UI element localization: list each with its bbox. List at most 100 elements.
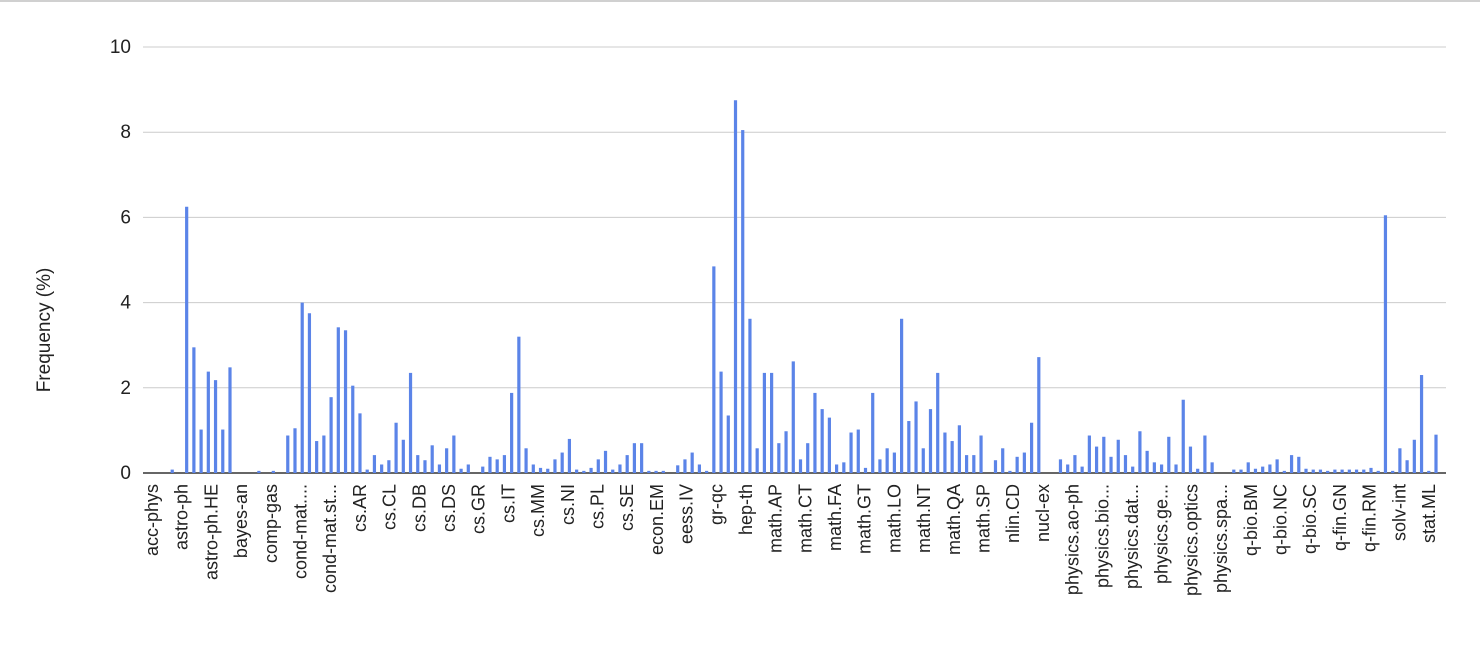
bar <box>1412 439 1416 473</box>
x-tick-label: bayes-an <box>231 484 251 558</box>
x-tick-label: q-fin.RM <box>1360 484 1380 552</box>
x-tick-label: q-bio.BM <box>1241 484 1261 556</box>
bar <box>950 441 954 473</box>
bar <box>322 435 326 473</box>
bar <box>777 443 781 473</box>
bar <box>1253 468 1258 473</box>
bar <box>567 438 572 473</box>
bar <box>401 439 405 473</box>
x-tick-label: cs.MM <box>528 484 548 537</box>
bar <box>1289 455 1294 473</box>
bar <box>1203 435 1207 473</box>
x-tick-label: solv-int <box>1389 484 1409 541</box>
x-tick-label: econ.EM <box>647 484 667 555</box>
bar <box>1268 464 1272 473</box>
bar <box>972 455 976 473</box>
bar <box>1347 469 1351 473</box>
bar <box>502 455 507 473</box>
bar <box>1419 375 1424 473</box>
x-tick-label: cs.DB <box>409 484 429 532</box>
x-tick-label: physics.dat... <box>1122 484 1142 589</box>
bar <box>1376 470 1380 473</box>
bars <box>170 100 1438 473</box>
y-tick-label: 6 <box>120 207 131 228</box>
x-tick-label: math.QA <box>944 484 964 555</box>
bar <box>863 467 868 473</box>
bar <box>459 468 463 473</box>
bar <box>343 330 348 473</box>
x-tick-label: q-bio.NC <box>1271 484 1291 555</box>
bar <box>1123 455 1128 473</box>
bar <box>336 327 340 473</box>
bar <box>820 409 824 473</box>
bar <box>1181 399 1185 473</box>
bar <box>1405 460 1409 473</box>
bar <box>1131 466 1135 473</box>
bar <box>1159 464 1164 473</box>
bar <box>575 469 579 473</box>
bar <box>228 367 232 473</box>
bar <box>517 336 521 473</box>
y-tick-label: 0 <box>120 463 131 484</box>
x-tick-label: q-fin.GN <box>1330 484 1350 551</box>
bar <box>466 464 470 473</box>
x-tick-label: cond-mat.... <box>290 484 310 579</box>
bar <box>372 455 377 473</box>
bar <box>618 464 622 473</box>
bar <box>878 459 882 473</box>
bar <box>596 459 600 473</box>
bar <box>546 468 550 473</box>
bar <box>257 470 261 473</box>
bar <box>900 318 904 473</box>
bar <box>770 372 774 473</box>
bar <box>1318 469 1323 473</box>
bar <box>1022 452 1026 473</box>
bar <box>1087 435 1091 473</box>
bar <box>495 459 499 473</box>
bar <box>351 385 355 473</box>
bar <box>827 417 831 473</box>
bar <box>1427 470 1431 473</box>
x-tick-labels: acc-phys astro-ph astro-ph.HE bayes-an comp-… <box>142 484 1439 596</box>
bar <box>1297 456 1301 473</box>
bar <box>712 266 716 473</box>
bar <box>1037 357 1041 473</box>
x-tick-label: astro-ph <box>172 484 192 550</box>
bar <box>481 466 485 473</box>
x-tick-label: gr-qc <box>706 484 726 525</box>
bar <box>1196 468 1200 473</box>
x-tick-label: nucl-ex <box>1033 484 1053 542</box>
x-tick-label: stat.ML <box>1419 484 1439 543</box>
bar <box>928 409 933 473</box>
bar <box>1145 450 1149 473</box>
bar <box>589 467 593 473</box>
bar <box>892 452 896 473</box>
bar <box>1015 456 1019 473</box>
bar <box>813 392 817 473</box>
bar <box>726 415 730 473</box>
bar <box>293 428 297 473</box>
bar <box>1232 469 1236 473</box>
bar <box>358 413 362 473</box>
x-tick-label: math.SP <box>974 484 994 553</box>
bar <box>524 448 528 473</box>
x-tick-label: comp-gas <box>261 484 281 563</box>
x-tick-label: math.GT <box>855 484 875 554</box>
bar <box>394 422 398 473</box>
bar <box>676 465 680 473</box>
bar <box>1029 422 1034 473</box>
bar <box>271 470 275 473</box>
bar <box>1362 469 1366 473</box>
bar <box>1261 466 1265 473</box>
x-tick-label: q-bio.SC <box>1300 484 1320 554</box>
bar <box>719 371 723 473</box>
x-tick-label: cs.NI <box>558 484 578 525</box>
bar <box>856 429 860 473</box>
x-tick-label: cs.AR <box>350 484 370 532</box>
bar <box>1152 462 1156 473</box>
bar <box>1354 469 1359 473</box>
bar <box>221 429 225 473</box>
x-tick-label: hep-th <box>736 484 756 535</box>
bar <box>408 372 413 473</box>
bar <box>885 448 889 473</box>
